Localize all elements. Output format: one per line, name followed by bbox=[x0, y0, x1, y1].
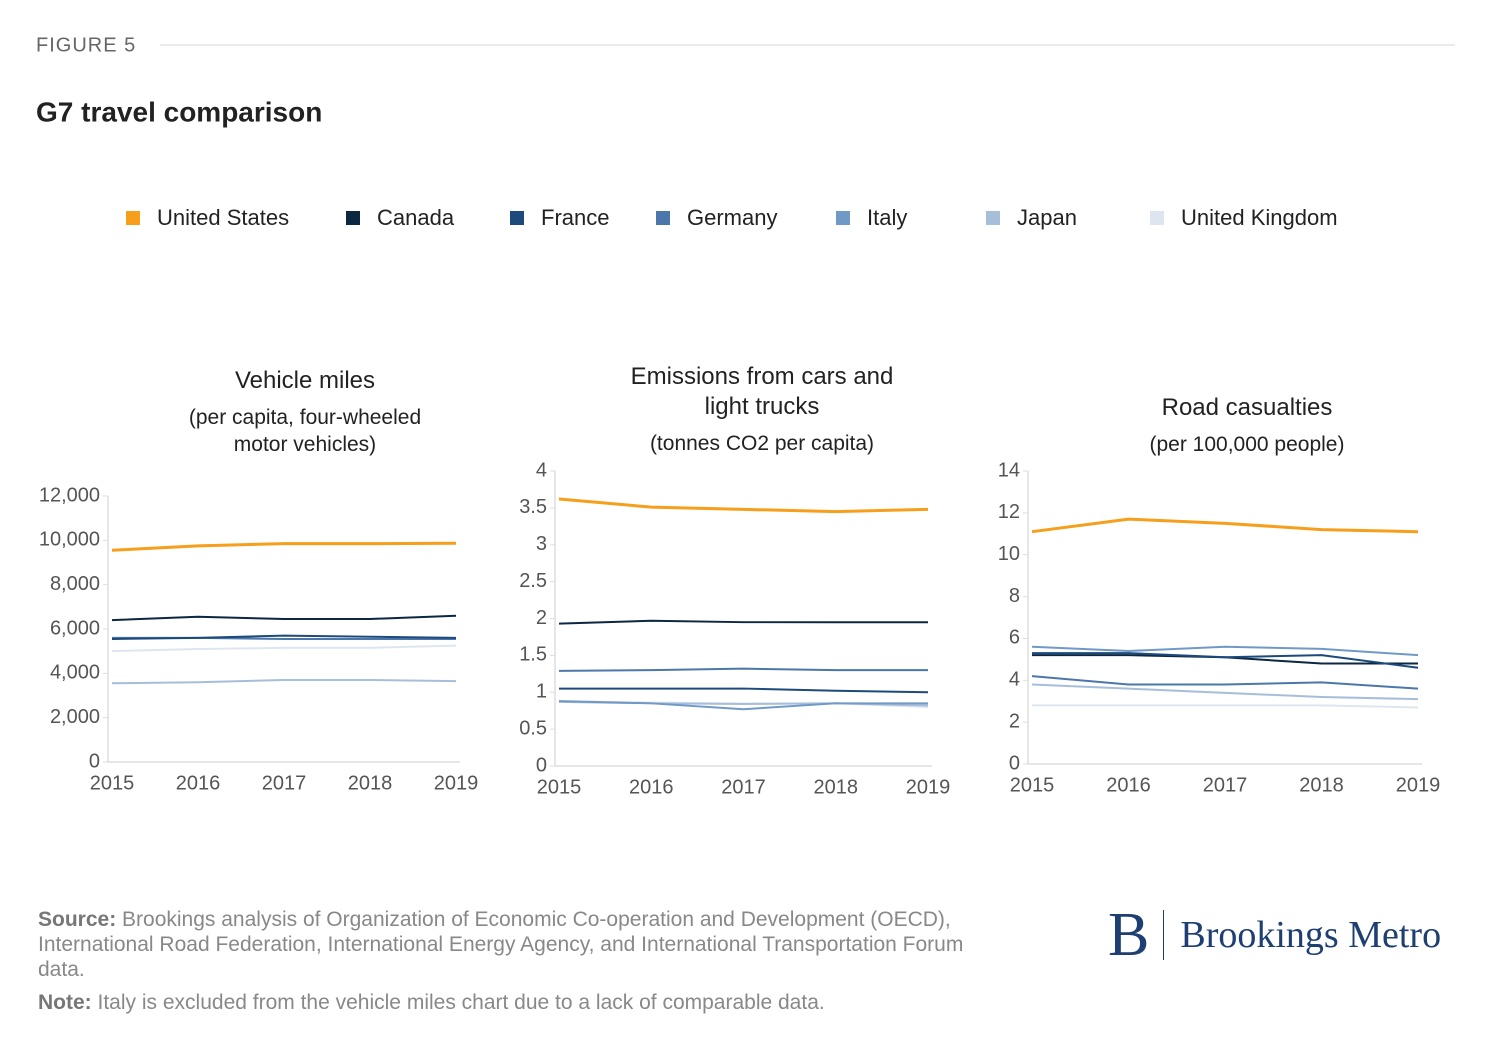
y-tick-label: 12 bbox=[998, 501, 1020, 523]
chart-title: Emissions from cars and light trucks bbox=[630, 363, 894, 420]
logo-divider bbox=[1163, 910, 1165, 960]
x-tick-label: 2019 bbox=[1396, 774, 1441, 796]
note: Note: Italy is excluded from the vehicle… bbox=[38, 990, 1038, 1015]
x-tick-label: 2016 bbox=[176, 772, 221, 794]
legend-label: France bbox=[541, 205, 609, 230]
y-tick-label: 10,000 bbox=[39, 529, 100, 551]
legend-swatch bbox=[346, 211, 360, 225]
chart-subtitle: (tonnes CO2 per capita) bbox=[649, 432, 875, 455]
y-tick-label: 12,000 bbox=[39, 484, 100, 506]
legend-swatch bbox=[510, 211, 524, 225]
x-tick-label: 2018 bbox=[814, 776, 859, 798]
legend-label: United States bbox=[157, 205, 289, 230]
source: Source: Brookings analysis of Organizati… bbox=[38, 907, 998, 982]
y-tick-label: 1 bbox=[536, 681, 547, 703]
figure-title: G7 travel comparison bbox=[36, 96, 322, 127]
series-line bbox=[558, 619, 928, 625]
y-tick-label: 4 bbox=[1009, 669, 1020, 691]
x-tick-label: 2018 bbox=[348, 772, 393, 794]
chart-title-block: Vehicle miles (per capita, four-wheeled m… bbox=[170, 366, 440, 458]
series-line bbox=[1031, 645, 1419, 657]
chart-subtitle: (per 100,000 people) bbox=[1149, 433, 1345, 456]
logo-text: Brookings Metro bbox=[1180, 914, 1442, 956]
legend-label: Japan bbox=[1017, 205, 1077, 230]
y-tick-label: 14 bbox=[998, 459, 1020, 481]
x-tick-label: 2015 bbox=[90, 772, 135, 794]
series-line bbox=[111, 634, 457, 640]
y-tick-label: 6 bbox=[1009, 627, 1020, 649]
y-tick-label: 8,000 bbox=[50, 573, 100, 595]
source-label: Source: bbox=[38, 908, 117, 931]
logo: B Brookings Metro bbox=[1108, 900, 1441, 970]
y-tick-label: 0.5 bbox=[519, 717, 547, 739]
x-tick-label: 2019 bbox=[434, 772, 479, 794]
y-tick-label: 4 bbox=[536, 459, 547, 481]
chart-title-block: Emissions from cars and light trucks (ton… bbox=[612, 362, 912, 457]
legend-swatch bbox=[126, 211, 140, 225]
x-tick-label: 2017 bbox=[1203, 774, 1248, 796]
y-tick-label: 3 bbox=[536, 533, 547, 555]
chart-subtitle: (per capita, four-wheeled motor vehicles… bbox=[188, 406, 422, 456]
note-label: Note: bbox=[38, 991, 92, 1014]
logo-letter: B bbox=[1108, 901, 1150, 969]
series-line bbox=[559, 687, 929, 694]
series-line bbox=[1032, 704, 1419, 709]
chart-title-block: Road casualties (per 100,000 people) bbox=[1097, 393, 1397, 458]
series-line bbox=[111, 678, 457, 685]
source-text: Brookings analysis of Organization of Ec… bbox=[38, 908, 964, 981]
x-tick-label: 2017 bbox=[262, 772, 307, 794]
legend-swatch bbox=[836, 211, 850, 225]
x-tick-label: 2015 bbox=[1010, 774, 1055, 796]
series-line bbox=[558, 700, 928, 711]
note-text: Italy is excluded from the vehicle miles… bbox=[97, 991, 825, 1014]
y-tick-label: 0 bbox=[536, 754, 547, 776]
y-tick-label: 8 bbox=[1009, 585, 1020, 607]
y-tick-label: 2 bbox=[536, 607, 547, 629]
y-tick-label: 6,000 bbox=[50, 617, 100, 639]
y-tick-label: 0 bbox=[89, 750, 100, 772]
series-line bbox=[558, 497, 929, 514]
y-tick-label: 10 bbox=[998, 543, 1020, 565]
y-tick-label: 2,000 bbox=[50, 706, 100, 728]
legend-swatch bbox=[986, 211, 1000, 225]
legend-swatch bbox=[656, 211, 670, 225]
x-tick-label: 2016 bbox=[629, 776, 674, 798]
legend-label: Germany bbox=[687, 205, 777, 230]
y-tick-label: 3.5 bbox=[519, 496, 547, 518]
x-tick-label: 2018 bbox=[1299, 774, 1344, 796]
legend-label: Canada bbox=[377, 205, 455, 230]
series-line bbox=[1031, 675, 1419, 690]
y-tick-label: 1.5 bbox=[519, 644, 547, 666]
legend-label: United Kingdom bbox=[1181, 205, 1338, 230]
y-tick-label: 0 bbox=[1009, 752, 1020, 774]
series-line bbox=[111, 541, 457, 552]
y-tick-label: 4,000 bbox=[50, 662, 100, 684]
series-line bbox=[111, 644, 457, 653]
series-line bbox=[1032, 652, 1419, 669]
legend-swatch bbox=[1150, 211, 1164, 225]
series-line bbox=[558, 667, 928, 672]
series-line bbox=[111, 614, 457, 622]
y-tick-label: 2 bbox=[1009, 710, 1020, 732]
legend-label: Italy bbox=[867, 205, 907, 230]
x-tick-label: 2015 bbox=[537, 776, 582, 798]
figure-label: FIGURE 5 bbox=[36, 34, 136, 56]
series-line bbox=[1031, 517, 1419, 534]
chart-title: Vehicle miles bbox=[234, 367, 376, 394]
x-tick-label: 2016 bbox=[1106, 774, 1151, 796]
y-tick-label: 2.5 bbox=[519, 570, 547, 592]
series-line bbox=[1031, 683, 1419, 701]
chart-title: Road casualties bbox=[1161, 394, 1333, 421]
x-tick-label: 2017 bbox=[721, 776, 766, 798]
x-tick-label: 2019 bbox=[906, 776, 951, 798]
